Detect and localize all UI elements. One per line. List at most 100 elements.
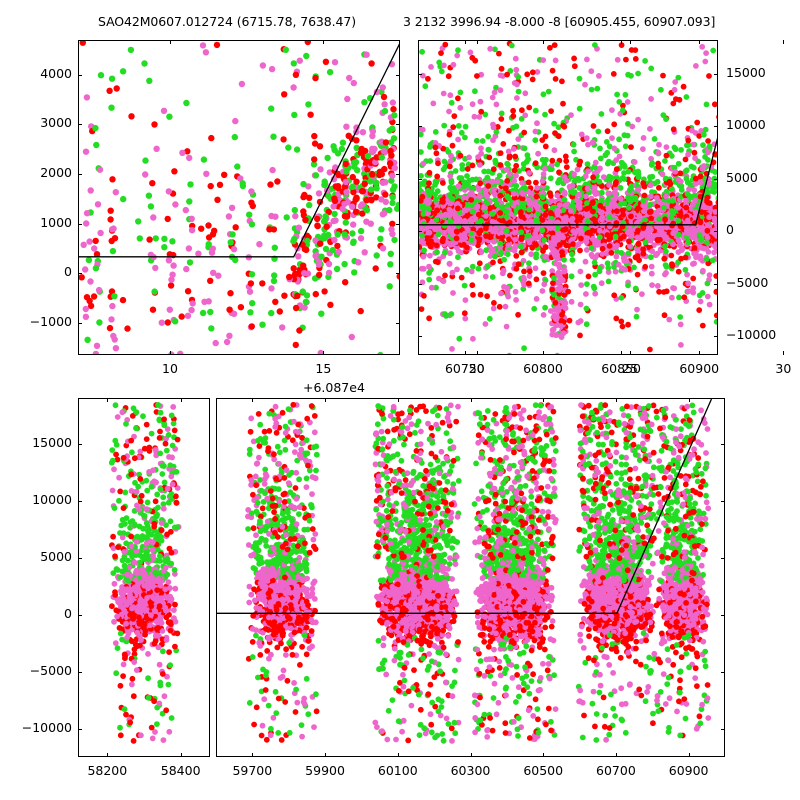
bottom-y-tick-label: 0 [64,605,72,621]
x-tick-mark [107,753,109,757]
x-tick-mark [476,40,478,44]
bottom-x-tick-label: 60900 [668,763,709,778]
x-tick-mark [476,351,478,355]
y-tick-mark [418,231,422,233]
x-tick-mark [464,40,466,44]
y-tick-mark [721,728,725,730]
y-tick-mark [396,223,400,225]
y-tick-mark [418,73,422,75]
x-tick-mark [397,398,399,402]
bottom-y-tick-label: −5000 [29,662,72,678]
top-right-x-tick-label: 60900 [679,361,720,376]
bottom-x-tick-label: 60500 [523,763,564,778]
top-left-y-tick-label: 0 [64,264,72,280]
x-tick-mark [543,753,545,757]
bottom-y-tick-label: 10000 [32,491,72,507]
threshold-line [217,399,713,614]
x-tick-mark [323,40,325,44]
top-right-scatter-axes[interactable] [418,40,718,355]
y-tick-mark [78,173,82,175]
bottom-x-tick-label: 58400 [160,763,201,778]
x-tick-mark [621,351,623,355]
x-tick-mark [699,351,701,355]
x-tick-mark [325,398,327,402]
y-tick-mark [78,223,82,225]
x-tick-mark [630,351,631,355]
y-tick-mark [714,283,718,285]
bottom-x-tick-label: 60300 [450,763,491,778]
top-left-y-tick-label: −1000 [29,313,72,329]
x-tick-mark [688,753,690,757]
y-tick-mark [78,443,82,445]
y-tick-mark [78,124,82,126]
x-tick-mark [325,753,327,757]
x-tick-mark [470,398,472,402]
x-tick-mark [621,40,623,44]
y-tick-mark [714,73,718,75]
bottom-y-tick-label: −10000 [21,719,72,735]
y-tick-mark [721,614,725,616]
y-tick-mark [78,728,82,730]
x-tick-mark [783,351,785,355]
bottom-x-tick-label: 58200 [87,763,128,778]
top-right-y-tick-label: 0 [726,222,734,238]
x-tick-mark [252,398,254,402]
top-left-x-offset-text: +6.087e4 [303,380,365,395]
x-tick-mark [543,40,544,44]
y-tick-mark [78,74,82,76]
x-tick-mark [180,398,182,402]
top-right-y-tick-label: 5000 [726,169,758,185]
y-tick-mark [78,322,82,324]
top-left-x-tick-label: 15 [315,361,332,376]
threshold-line [79,43,399,258]
x-tick-mark [630,40,631,44]
y-tick-mark [714,178,718,180]
bottom-y-tick-label: 15000 [32,434,72,450]
x-tick-mark [688,398,690,402]
top-left-y-tick-label: 4000 [40,65,72,81]
bottom-x-tick-label: 60100 [377,763,418,778]
top-right-y-tick-label: 10000 [726,117,766,133]
bottom-right-segment-axes[interactable] [216,398,725,757]
bottom-left-plot-content [108,402,182,744]
top-right-x-tick-label: 60850 [601,361,641,376]
x-tick-mark [397,753,399,757]
y-tick-mark [418,178,422,180]
y-tick-mark [396,273,400,275]
y-tick-mark [418,336,422,338]
x-tick-mark [323,351,325,355]
y-tick-mark [721,500,725,502]
y-tick-mark [714,126,718,128]
y-tick-mark [721,671,725,673]
y-tick-mark [78,557,82,559]
y-tick-mark [721,443,725,445]
x-tick-mark [615,753,617,757]
bottom-left-segment-axes[interactable] [78,398,210,757]
x-tick-mark [615,398,617,402]
y-tick-mark [78,500,82,502]
y-tick-mark [78,614,82,616]
top-left-scatter-axes[interactable] [78,40,400,355]
top-right-panel-title: 3 2132 3996.94 -8.000 -8 [60905.455, 609… [403,14,716,29]
bottom-right-plot-content [217,399,713,744]
x-tick-mark [699,40,701,44]
y-tick-mark [396,124,400,126]
threshold-line [419,137,717,226]
top-left-x-tick-label: 10 [162,361,178,376]
x-tick-mark [543,351,544,355]
top-right-y-tick-label: −5000 [726,274,769,290]
top-right-plot-content [419,41,717,354]
x-tick-mark [170,351,171,355]
top-right-x-tick-label: 60800 [523,361,563,376]
top-left-plot-content [79,41,399,354]
y-tick-mark [396,74,400,76]
y-tick-mark [78,273,82,275]
y-tick-mark [396,173,400,175]
bottom-x-tick-label: 60700 [596,763,636,778]
x-tick-mark [107,398,109,402]
x-tick-mark [180,753,182,757]
y-tick-mark [418,283,422,285]
top-left-x-tick-label: 30 [775,361,792,376]
bottom-y-tick-label: 5000 [40,548,72,564]
